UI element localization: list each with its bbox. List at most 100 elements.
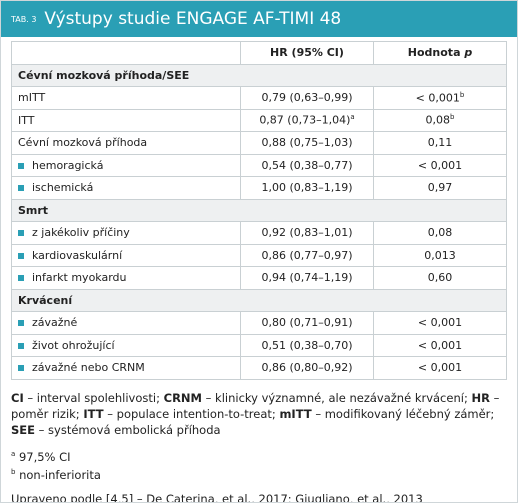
bullet bbox=[18, 365, 24, 372]
p-cell: 0,08b bbox=[373, 108, 507, 132]
row: z jakékoliv příčiny 0,92 (0,83–1,01) 0,08 bbox=[11, 221, 507, 245]
hr-cell: 0,51 (0,38–0,70) bbox=[240, 333, 374, 357]
bullet bbox=[18, 275, 24, 282]
p-value: < 0,001 bbox=[417, 361, 463, 375]
note-mark: b bbox=[11, 468, 16, 477]
hr-cell: 0,86 (0,77–0,97) bbox=[240, 243, 374, 267]
label: infarkt myokardu bbox=[32, 271, 127, 285]
p-value: 0,11 bbox=[427, 136, 453, 150]
hr-cell: 0,86 (0,80–0,92) bbox=[240, 356, 374, 380]
footer: CI – interval spolehlivosti; CRNM – klin… bbox=[11, 390, 507, 503]
p-cell: < 0,001 bbox=[373, 153, 507, 177]
p-value: 0,08 bbox=[427, 226, 453, 240]
row: ITT 0,87 (0,73–1,04)a 0,08b bbox=[11, 108, 507, 132]
section-row: Smrt bbox=[11, 198, 507, 222]
row: závažné 0,80 (0,71–0,91) < 0,001 bbox=[11, 311, 507, 335]
p-cell: 0,08 bbox=[373, 221, 507, 245]
note-text: 97,5% CI bbox=[15, 449, 71, 464]
section-title: Cévní mozková příhoda/SEE bbox=[11, 63, 507, 87]
label-cell: Cévní mozková příhoda bbox=[11, 131, 241, 155]
bullet bbox=[18, 320, 24, 327]
header-row: HR (95% CI) Hodnota p bbox=[11, 41, 507, 65]
bullet bbox=[18, 185, 24, 192]
label-cell: závažné bbox=[11, 311, 241, 335]
label: Cévní mozková příhoda bbox=[18, 136, 148, 150]
label: život ohrožující bbox=[32, 338, 115, 352]
hr: 0,92 (0,83–1,01) bbox=[261, 226, 353, 240]
abbr: SEE bbox=[11, 422, 35, 437]
hr-cell: 0,79 (0,63–0,99) bbox=[240, 86, 374, 110]
abbr-desc: – interval spolehlivosti; bbox=[23, 390, 164, 405]
abbreviations: CI – interval spolehlivosti; CRNM – klin… bbox=[11, 390, 507, 438]
footnote-mark: a bbox=[350, 113, 355, 122]
p-value: < 0,001 bbox=[417, 158, 463, 172]
p-value: 0,60 bbox=[427, 271, 453, 285]
p-cell: 0,013 bbox=[373, 243, 507, 267]
section-title: Smrt bbox=[11, 198, 507, 222]
bullet bbox=[18, 342, 24, 349]
section-row: Cévní mozková příhoda/SEE bbox=[11, 63, 507, 87]
note: b non-inferiorita bbox=[11, 464, 507, 483]
label: z jakékoliv příčiny bbox=[32, 226, 130, 240]
footnote-mark: b bbox=[450, 113, 455, 122]
label: závažné bbox=[32, 316, 78, 330]
label-cell: ITT bbox=[11, 108, 241, 132]
abbr-desc: – poměr rizik; bbox=[11, 390, 500, 421]
label: kardiovaskulární bbox=[32, 248, 123, 262]
label-cell: kardiovaskulární bbox=[11, 243, 241, 267]
p-cell: < 0,001 bbox=[373, 356, 507, 380]
row: závažné nebo CRNM 0,86 (0,80–0,92) < 0,001 bbox=[11, 356, 507, 380]
header: TAB. 3 Výstupy studie ENGAGE AF-TIMI 48 bbox=[1, 1, 517, 37]
note: a 97,5% CI bbox=[11, 446, 507, 465]
hr: 0,87 (0,73–1,04) bbox=[259, 114, 351, 128]
p-cell: < 0,001 bbox=[373, 311, 507, 335]
label-cell: z jakékoliv příčiny bbox=[11, 221, 241, 245]
hr: 0,79 (0,63–0,99) bbox=[261, 91, 353, 105]
row: infarkt myokardu 0,94 (0,74–1,19) 0,60 bbox=[11, 266, 507, 290]
p-value: < 0,001 bbox=[417, 338, 463, 352]
label-cell: mITT bbox=[11, 86, 241, 110]
label: mITT bbox=[18, 91, 46, 105]
header-text: Hodnota bbox=[407, 46, 461, 60]
row: život ohrožující 0,51 (0,38–0,70) < 0,001 bbox=[11, 333, 507, 357]
p-cell: < 0,001b bbox=[373, 86, 507, 110]
row: Cévní mozková příhoda 0,88 (0,75–1,03) 0,1… bbox=[11, 131, 507, 155]
header-cell bbox=[11, 41, 241, 65]
hr: 0,80 (0,71–0,91) bbox=[261, 316, 353, 330]
source: Upraveno podle [4,5] – De Caterina, et a… bbox=[11, 492, 423, 503]
header-cell: Hodnota p bbox=[373, 41, 507, 65]
label-cell: život ohrožující bbox=[11, 333, 241, 357]
notes: a 97,5% CI b non-inferiorita bbox=[11, 446, 507, 484]
row: kardiovaskulární 0,86 (0,77–0,97) 0,013 bbox=[11, 243, 507, 267]
table-title: Výstupy studie ENGAGE AF-TIMI 48 bbox=[44, 9, 342, 29]
section-title: Krvácení bbox=[11, 288, 507, 312]
p-value: < 0,001 bbox=[417, 316, 463, 330]
abbr: HR bbox=[471, 390, 490, 405]
note-mark: a bbox=[11, 449, 16, 458]
note-text: non-inferiorita bbox=[15, 468, 101, 483]
hr-cell: 0,92 (0,83–1,01) bbox=[240, 221, 374, 245]
p-cell: < 0,001 bbox=[373, 333, 507, 357]
label-cell: infarkt myokardu bbox=[11, 266, 241, 290]
bullet bbox=[18, 230, 24, 237]
hr: 0,54 (0,38–0,77) bbox=[261, 158, 353, 172]
label: ischemická bbox=[32, 181, 94, 195]
abbr: CRNM bbox=[163, 390, 202, 405]
hr-cell: 1,00 (0,83–1,19) bbox=[240, 176, 374, 200]
abbr: mITT bbox=[279, 406, 312, 421]
label: závažné nebo CRNM bbox=[32, 361, 145, 375]
abbr: ITT bbox=[83, 406, 104, 421]
abbr-desc: – klinicky významné, ale nezávažné krvác… bbox=[202, 390, 472, 405]
hr: 0,88 (0,75–1,03) bbox=[261, 136, 353, 150]
section-row: Krvácení bbox=[11, 288, 507, 312]
p-cell: 0,97 bbox=[373, 176, 507, 200]
p-value: 0,97 bbox=[427, 181, 453, 195]
bullet bbox=[18, 252, 24, 259]
label-cell: ischemická bbox=[11, 176, 241, 200]
hr: 0,94 (0,74–1,19) bbox=[261, 271, 353, 285]
label-cell: závažné nebo CRNM bbox=[11, 356, 241, 380]
row: hemoragická 0,54 (0,38–0,77) < 0,001 bbox=[11, 153, 507, 177]
table: HR (95% CI) Hodnota p Cévní mozková příh… bbox=[11, 41, 507, 380]
hr: 0,86 (0,77–0,97) bbox=[261, 248, 353, 262]
